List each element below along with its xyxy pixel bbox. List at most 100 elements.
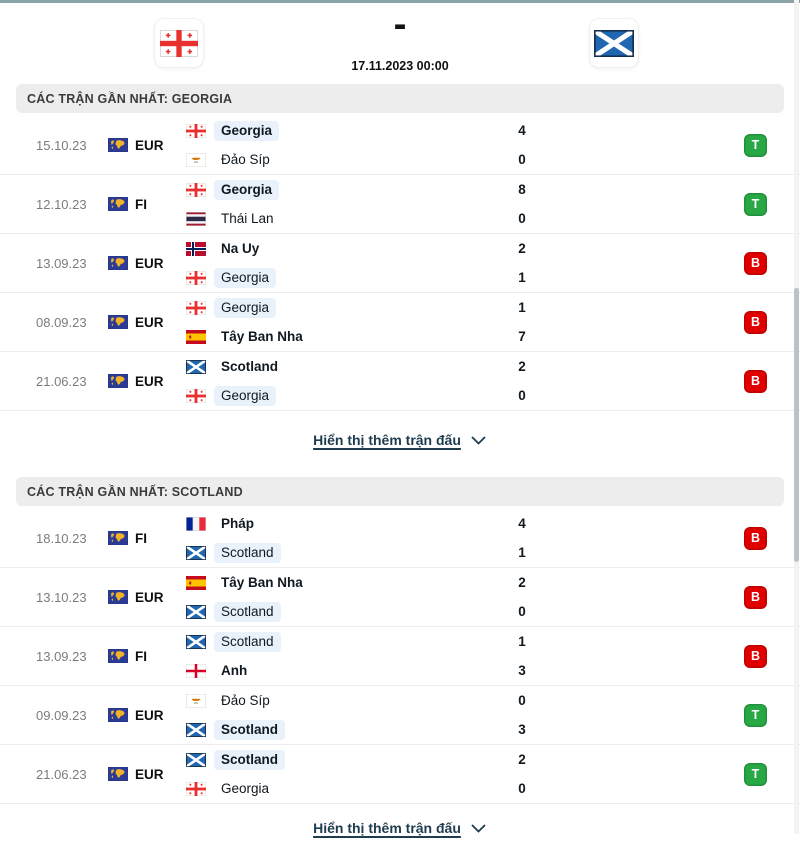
flag-norway [186, 241, 206, 256]
competition-icon [108, 315, 128, 329]
teams-column: Georgia Đảo Síp [186, 116, 500, 174]
match-row[interactable]: 13.09.23 EUR Na Uy Georgia 2 1 B [0, 234, 800, 293]
team[interactable]: Scotland [186, 745, 500, 774]
match-row[interactable]: 21.06.23 EUR Scotland Georgia 2 0 B [0, 352, 800, 411]
flag-cyprus [186, 152, 206, 167]
team[interactable]: Georgia [186, 116, 500, 145]
flag-france [186, 516, 206, 531]
match-row[interactable]: 13.10.23 EUR Tây Ban Nha Scotland 2 0 B [0, 568, 800, 627]
match-date: 18.10.23 [36, 530, 87, 546]
teams-column: Na Uy Georgia [186, 234, 500, 292]
team-name: Anh [221, 663, 248, 678]
flag-england [186, 663, 206, 678]
result-badge: B [744, 251, 767, 275]
flag-georgia [186, 270, 206, 285]
team[interactable]: Tây Ban Nha [186, 322, 500, 351]
match-row[interactable]: 08.09.23 EUR Georgia Tây Ban Nha 1 7 B [0, 293, 800, 352]
team-name: Scotland [221, 359, 279, 374]
show-more-row: Hiển thị thêm trận đấu [0, 804, 800, 852]
match-date: 13.10.23 [36, 589, 87, 605]
show-more-link[interactable]: Hiển thị thêm trận đấu [313, 820, 461, 836]
team[interactable]: Scotland [186, 352, 500, 381]
result-column: T [736, 192, 800, 216]
georgia-flag-icon [160, 29, 198, 57]
team-score: 4 [518, 516, 526, 531]
team-score: 0 [518, 211, 526, 226]
team[interactable]: Georgia [186, 263, 500, 292]
home-team-logo[interactable] [154, 18, 204, 68]
team[interactable]: Pháp [186, 509, 500, 538]
team[interactable]: Scotland [186, 627, 500, 656]
match-row[interactable]: 09.09.23 EUR Đảo Síp Scotland 0 3 T [0, 686, 800, 745]
match-row[interactable]: 21.06.23 EUR Scotland Georgia 2 0 T [0, 745, 800, 804]
chevron-down-icon[interactable] [470, 435, 487, 446]
team-score: 4 [518, 123, 526, 138]
team[interactable]: Georgia [186, 293, 500, 322]
scrollbar-thumb[interactable] [794, 288, 799, 562]
team-score: 0 [518, 152, 526, 167]
team-score: 0 [518, 693, 526, 708]
flag-scotland [186, 722, 206, 737]
away-team-logo[interactable] [589, 18, 639, 68]
team[interactable]: Anh [186, 656, 500, 685]
result-badge: T [744, 192, 767, 216]
team-name: Đảo Síp [221, 693, 270, 708]
score-separator: - [393, 6, 407, 44]
match-row[interactable]: 12.10.23 FI Georgia Thái Lan 8 0 T [0, 175, 800, 234]
team-score: 2 [518, 575, 526, 590]
competition: EUR [108, 315, 186, 330]
match-row[interactable]: 18.10.23 FI Pháp Scotland 4 1 B [0, 509, 800, 568]
competition-icon [108, 531, 128, 545]
team[interactable]: Scotland [186, 538, 500, 567]
competition-icon [108, 649, 128, 663]
match-row[interactable]: 13.09.23 FI Scotland Anh 1 3 B [0, 627, 800, 686]
flag-cyprus [186, 693, 206, 708]
competition: EUR [108, 256, 186, 271]
match-date: 08.09.23 [36, 314, 87, 330]
competition-label: EUR [135, 589, 164, 605]
team-score: 2 [518, 241, 526, 256]
team[interactable]: Thái Lan [186, 204, 500, 233]
team[interactable]: Georgia [186, 774, 500, 803]
result-badge: T [744, 133, 767, 157]
team[interactable]: Georgia [186, 175, 500, 204]
result-badge: B [744, 526, 767, 550]
team-name: Georgia [214, 267, 277, 288]
teams-column: Scotland Georgia [186, 352, 500, 410]
match-date: 21.06.23 [36, 766, 87, 782]
team-score: 0 [518, 388, 526, 403]
team-name: Scotland [214, 749, 286, 770]
team-name: Scotland [214, 601, 281, 622]
result-column: B [736, 369, 800, 393]
show-more-link[interactable]: Hiển thị thêm trận đấu [313, 432, 461, 448]
competition: FI [108, 649, 186, 664]
section-title: CÁC TRẬN GẦN NHẤT: SCOTLAND [16, 477, 784, 506]
flag-scotland [186, 634, 206, 649]
flag-scotland [186, 545, 206, 560]
flag-georgia [186, 781, 206, 796]
team[interactable]: Tây Ban Nha [186, 568, 500, 597]
competition-label: EUR [135, 373, 164, 389]
competition-label: FI [135, 648, 147, 664]
competition-icon [108, 256, 128, 270]
match-row[interactable]: 15.10.23 EUR Georgia Đảo Síp 4 0 T [0, 116, 800, 175]
result-column: B [736, 585, 800, 609]
match-list: 15.10.23 EUR Georgia Đảo Síp 4 0 T 12.10.23 FI Ge… [0, 116, 800, 411]
team[interactable]: Na Uy [186, 234, 500, 263]
chevron-down-icon[interactable] [470, 823, 487, 834]
flag-spain [186, 575, 206, 590]
team[interactable]: Scotland [186, 715, 500, 744]
kickoff-datetime: 17.11.2023 00:00 [351, 59, 449, 73]
team-name: Pháp [221, 516, 255, 531]
team[interactable]: Đảo Síp [186, 145, 500, 174]
top-accent-line [0, 0, 800, 3]
team-score: 1 [518, 270, 526, 285]
team[interactable]: Scotland [186, 597, 500, 626]
team[interactable]: Georgia [186, 381, 500, 410]
team[interactable]: Đảo Síp [186, 686, 500, 715]
